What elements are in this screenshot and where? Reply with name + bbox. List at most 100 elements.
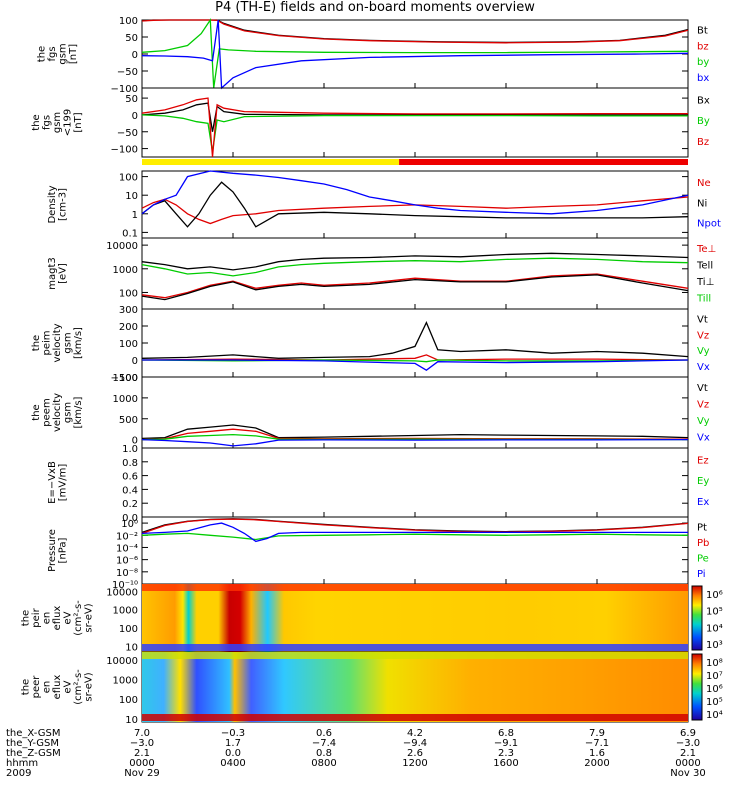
ephemeris-value: 0000	[129, 758, 154, 769]
panel-frame	[141, 237, 689, 310]
colorbar-tick-label: 10⁵	[706, 607, 723, 618]
legend-Pb: Pb	[697, 538, 709, 549]
legend-Vt: Vt	[697, 383, 708, 394]
y-axis-title: eflux	[52, 675, 63, 700]
ephemeris-value: −0.3	[221, 728, 245, 739]
legend-Vy: Vy	[697, 416, 710, 427]
ephemeris-value: 2.1	[134, 748, 150, 759]
y-tick-label: 10⁻²	[116, 531, 138, 542]
legend-Bt: Bt	[697, 26, 708, 37]
panel-2: 50 0 −50 −100 the fgs gsm <199 [nT] Bx By Bz	[31, 87, 710, 158]
legend-Vt: Vt	[697, 315, 708, 326]
y-tick-label: 0.1	[122, 228, 138, 239]
y-axis-title: peer	[31, 675, 42, 699]
ephemeris-value: 2.1	[680, 748, 696, 759]
y-tick-label: 10⁻⁸	[116, 568, 138, 579]
ephemeris-row-label: 2009	[6, 768, 31, 779]
spectrogram-electron	[142, 652, 688, 722]
series-Pe	[141, 532, 689, 541]
legend-Ti⊥: Ti⊥	[696, 277, 714, 288]
ephemeris-value: 1.7	[225, 738, 241, 749]
colorbar-tick-label: 10⁶	[706, 590, 723, 601]
y-axis-title: eV	[63, 680, 74, 693]
ephemeris-row-label: hhmm	[6, 758, 38, 769]
y-axis-title: [km/s]	[73, 396, 84, 428]
y-axis-title: (cm²-s-	[73, 669, 84, 705]
series-Npot	[141, 170, 689, 215]
y-tick-label: −50	[117, 67, 138, 78]
ephemeris-value: Nov 29	[124, 768, 159, 779]
ephemeris-row-label: the_Y-GSM	[6, 738, 59, 749]
ephemeris-value: −3.0	[676, 738, 700, 749]
legend-Vz: Vz	[697, 330, 709, 341]
legend-Vz: Vz	[697, 399, 709, 410]
legend-Till: Till	[696, 293, 711, 304]
y-tick-label: 0	[132, 356, 138, 367]
series-Vx	[142, 359, 689, 371]
colorbar-tick-label: 10⁷	[706, 671, 723, 682]
panel-1: 100 50 0 −50 −100 the fgs gsm [nT] Bt bz by bx	[36, 16, 709, 95]
y-tick-label: 100	[119, 695, 138, 706]
ephemeris-value: 1200	[402, 758, 427, 769]
y-axis-title: [nT]	[73, 112, 84, 132]
colorbar	[691, 653, 703, 721]
y-tick-label: 300	[119, 305, 138, 316]
y-axis-title: peir	[31, 607, 42, 627]
legend-Bx: Bx	[697, 95, 710, 106]
series-Ni	[141, 181, 689, 228]
colorbar-tick-label: 10⁶	[706, 684, 723, 695]
ephemeris-value: 6.9	[680, 728, 696, 739]
y-tick-label: −100	[111, 145, 138, 156]
y-axis-title: en	[42, 681, 53, 694]
ephemeris-row-label: the_X-GSM	[6, 728, 60, 739]
panel-frame	[141, 308, 689, 378]
legend-Ex: Ex	[697, 497, 709, 508]
y-axis-title: eflux	[52, 606, 63, 631]
series-Vx	[141, 438, 689, 447]
legend-By: By	[697, 116, 710, 127]
y-tick-label: 50	[125, 94, 138, 105]
ephemeris-value: 0.0	[225, 748, 241, 759]
y-axis-title: magt3	[47, 257, 58, 290]
y-axis-title: [cm-3]	[57, 188, 68, 221]
y-tick-label: 0	[132, 111, 138, 122]
y-axis-title: velocity	[52, 393, 63, 432]
ephemeris-value: 7.9	[589, 728, 605, 739]
y-tick-label: 0.0	[122, 513, 138, 524]
colorbar-tick-label: 10³	[706, 640, 723, 651]
y-axis-title: [nPa]	[57, 537, 68, 563]
y-tick-label: 500	[119, 415, 138, 426]
series-Pb	[141, 518, 689, 535]
series-Till	[141, 257, 689, 277]
y-axis-title: the	[21, 610, 32, 626]
y-tick-label: 10000	[106, 587, 138, 598]
y-tick-label: 1000	[113, 394, 138, 405]
series-Bz	[141, 97, 688, 158]
region-bar-red	[399, 159, 688, 165]
panel-frame	[141, 376, 689, 449]
ephemeris-value: 0000	[675, 758, 700, 769]
y-axis-title: the	[21, 679, 32, 695]
series-Te⊥	[141, 273, 689, 299]
ephemeris-value: 7.0	[134, 728, 150, 739]
y-axis-title: gsm	[57, 43, 68, 64]
y-tick-label: 200	[119, 322, 138, 333]
panel-4: 10000 1000 100 magt3 [eV] Te⊥ Tell Ti⊥ Till	[47, 237, 716, 310]
ephemeris-value: 0400	[220, 758, 245, 769]
legend-Vy: Vy	[697, 346, 710, 357]
y-axis-title: gsm	[63, 402, 74, 423]
y-tick-label: 0.6	[122, 472, 138, 483]
y-tick-label: 10⁻⁴	[116, 543, 138, 554]
spectrogram-ion	[142, 584, 688, 652]
region-bar-yellow	[142, 159, 400, 165]
y-axis-title: the	[31, 335, 42, 351]
spectrogram-fill	[142, 652, 688, 722]
y-axis-title: eV	[63, 611, 74, 624]
y-axis-title: fgs	[47, 46, 58, 61]
y-tick-label: 1500	[113, 373, 138, 384]
legend-by: by	[697, 57, 709, 68]
legend-Vx: Vx	[697, 362, 710, 373]
series-Ti⊥	[141, 252, 689, 271]
